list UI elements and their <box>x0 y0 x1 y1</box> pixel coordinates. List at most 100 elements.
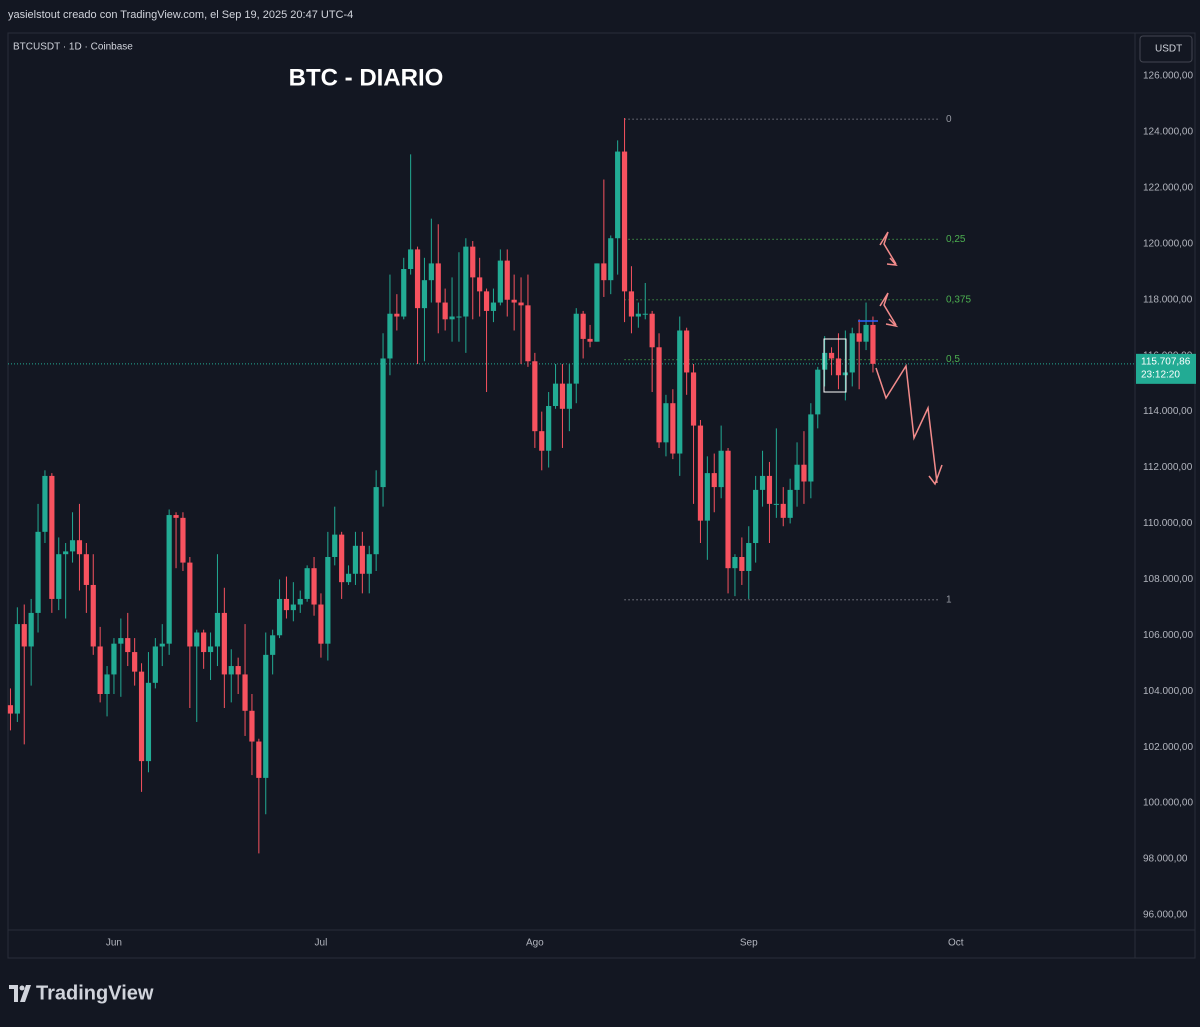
y-tick-label: 126.000,00 <box>1143 71 1193 82</box>
candle-body <box>525 305 531 362</box>
currency-box[interactable] <box>1139 35 1193 63</box>
candle-body <box>766 475 773 504</box>
candle-body <box>863 324 869 342</box>
candle-body <box>670 403 676 454</box>
candle-body <box>856 333 862 342</box>
candle-body <box>594 263 600 342</box>
candle-body <box>242 674 248 711</box>
candle-body <box>132 652 138 672</box>
candle-body <box>14 624 20 714</box>
candle-body <box>649 313 655 348</box>
candle-body <box>373 487 379 555</box>
candle-body <box>697 425 704 521</box>
candle-body <box>704 473 710 521</box>
plot <box>7 118 1135 854</box>
candle-body <box>159 643 165 647</box>
candle-body <box>207 646 214 653</box>
candle-body <box>421 280 428 309</box>
logo: TradingView <box>9 982 154 1004</box>
candle-body <box>69 540 76 552</box>
candle-body <box>125 638 131 653</box>
candle-body <box>401 268 407 317</box>
fib-label: 1 <box>946 594 952 605</box>
y-tick-label: 102.000,00 <box>1143 742 1193 753</box>
candle-body <box>828 352 835 359</box>
candle-body <box>166 515 172 644</box>
candle-body <box>118 638 124 644</box>
candle-body <box>456 316 462 318</box>
candle-body <box>318 604 324 644</box>
candle-body <box>870 324 876 364</box>
fib-label: 0,25 <box>946 234 966 245</box>
candle-body <box>180 517 186 563</box>
candle-body <box>235 666 241 675</box>
candle-body <box>283 598 290 611</box>
candle-body <box>97 646 103 695</box>
candle-body <box>297 598 303 605</box>
candle-body <box>339 534 345 583</box>
candle-body <box>104 674 110 695</box>
candle-body <box>546 406 552 451</box>
candle-body <box>497 260 503 303</box>
candle-body <box>76 540 83 555</box>
candle-body <box>718 450 724 488</box>
chart-frame <box>7 32 1196 959</box>
candle-body <box>83 554 89 585</box>
candle-body <box>138 671 145 762</box>
candle-body <box>539 431 545 451</box>
price-tag-countdown: 23:12:20 <box>1141 369 1180 380</box>
candle-body <box>566 383 572 409</box>
currency-label: USDT <box>1155 44 1182 55</box>
arrow-down-2 <box>879 292 897 326</box>
y-tick-label: 120.000,00 <box>1143 238 1193 249</box>
candle-body <box>263 654 269 778</box>
header-text: yasielstout creado con TradingView.com, … <box>8 9 354 21</box>
candle-body <box>173 515 179 518</box>
candle-body <box>849 333 855 373</box>
candle-body <box>780 503 786 518</box>
candle-body <box>808 414 814 482</box>
x-tick-label: Ago <box>526 938 544 949</box>
candle-body <box>228 666 234 675</box>
candle-body <box>822 352 828 370</box>
x-tick-label: Jul <box>315 938 328 949</box>
candle-body <box>690 372 697 426</box>
drawings <box>823 231 943 486</box>
candle-body <box>394 313 400 317</box>
arrow-down-1 <box>879 231 897 265</box>
candle-body <box>366 554 372 574</box>
price-tag-value: 115.707,86 <box>1141 356 1191 367</box>
candle-body <box>359 545 365 574</box>
y-tick-label: 112.000,00 <box>1143 462 1193 473</box>
candle-body <box>559 383 566 409</box>
candle-body <box>463 246 469 317</box>
candle-body <box>63 551 69 555</box>
candle-body <box>249 710 255 742</box>
candle-body <box>552 383 559 407</box>
candle-body <box>90 584 96 647</box>
candle-body <box>28 612 34 647</box>
candle-body <box>677 330 683 454</box>
candle-body <box>35 531 41 613</box>
candle-body <box>787 489 793 518</box>
y-tick-label: 114.000,00 <box>1143 406 1193 417</box>
candle-body <box>435 263 441 303</box>
candle-body <box>801 464 807 482</box>
candle-body <box>56 554 62 599</box>
candle-body <box>739 556 745 571</box>
candle-body <box>573 313 579 384</box>
candle-body <box>477 277 483 292</box>
candle-body <box>732 556 738 569</box>
candle-body <box>221 612 227 675</box>
y-tick-label: 110.000,00 <box>1143 518 1193 529</box>
candle-body <box>470 246 476 278</box>
logo-icon <box>9 985 31 1002</box>
candle-body <box>270 635 276 655</box>
candle-body <box>194 632 200 647</box>
candle-body <box>483 291 490 311</box>
candle-body <box>608 238 614 281</box>
candle-body <box>201 632 207 653</box>
candle-body <box>753 489 759 544</box>
